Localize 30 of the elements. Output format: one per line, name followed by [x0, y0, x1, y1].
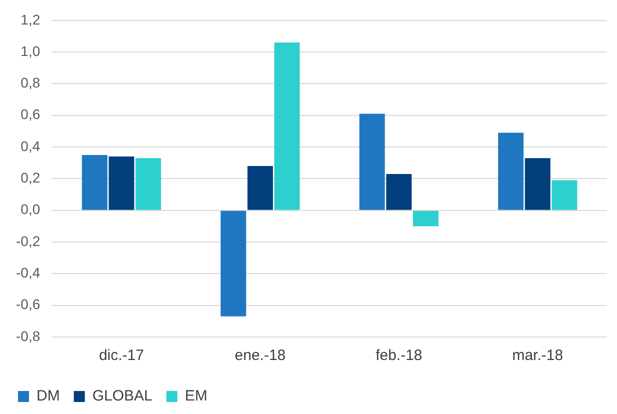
bar	[498, 132, 524, 210]
bar	[247, 166, 273, 210]
bar	[413, 210, 438, 226]
bar	[82, 154, 108, 210]
y-tick-label: 0,4	[20, 138, 40, 154]
bar	[108, 156, 134, 210]
bar	[359, 114, 385, 210]
bar	[136, 158, 162, 210]
bar	[524, 158, 550, 210]
y-tick-label: -0,4	[16, 264, 40, 281]
legend-label: EM	[184, 388, 208, 405]
legend-label: DM	[36, 388, 60, 405]
bar	[552, 180, 578, 210]
bar	[274, 42, 300, 210]
legend-label: GLOBAL	[92, 388, 152, 405]
x-tick-label: feb.-18	[376, 347, 422, 364]
y-tick-label: 0,8	[20, 74, 40, 91]
x-tick-label: mar.-18	[512, 347, 564, 364]
y-tick-label: 0,2	[20, 170, 40, 186]
y-tick-label: -0,6	[16, 296, 40, 312]
y-tick-label: 0,0	[20, 201, 40, 218]
y-tick-label: -0,2	[16, 232, 40, 249]
bar	[220, 210, 246, 316]
x-tick-label: ene.-18	[234, 347, 286, 364]
bar	[386, 174, 412, 210]
y-tick-label: 1,2	[20, 11, 40, 28]
y-tick-label: -0,8	[16, 328, 40, 344]
x-tick-label: dic.-17	[98, 347, 144, 364]
y-tick-label: 1,0	[20, 42, 40, 59]
y-tick-label: 0,6	[20, 106, 40, 122]
